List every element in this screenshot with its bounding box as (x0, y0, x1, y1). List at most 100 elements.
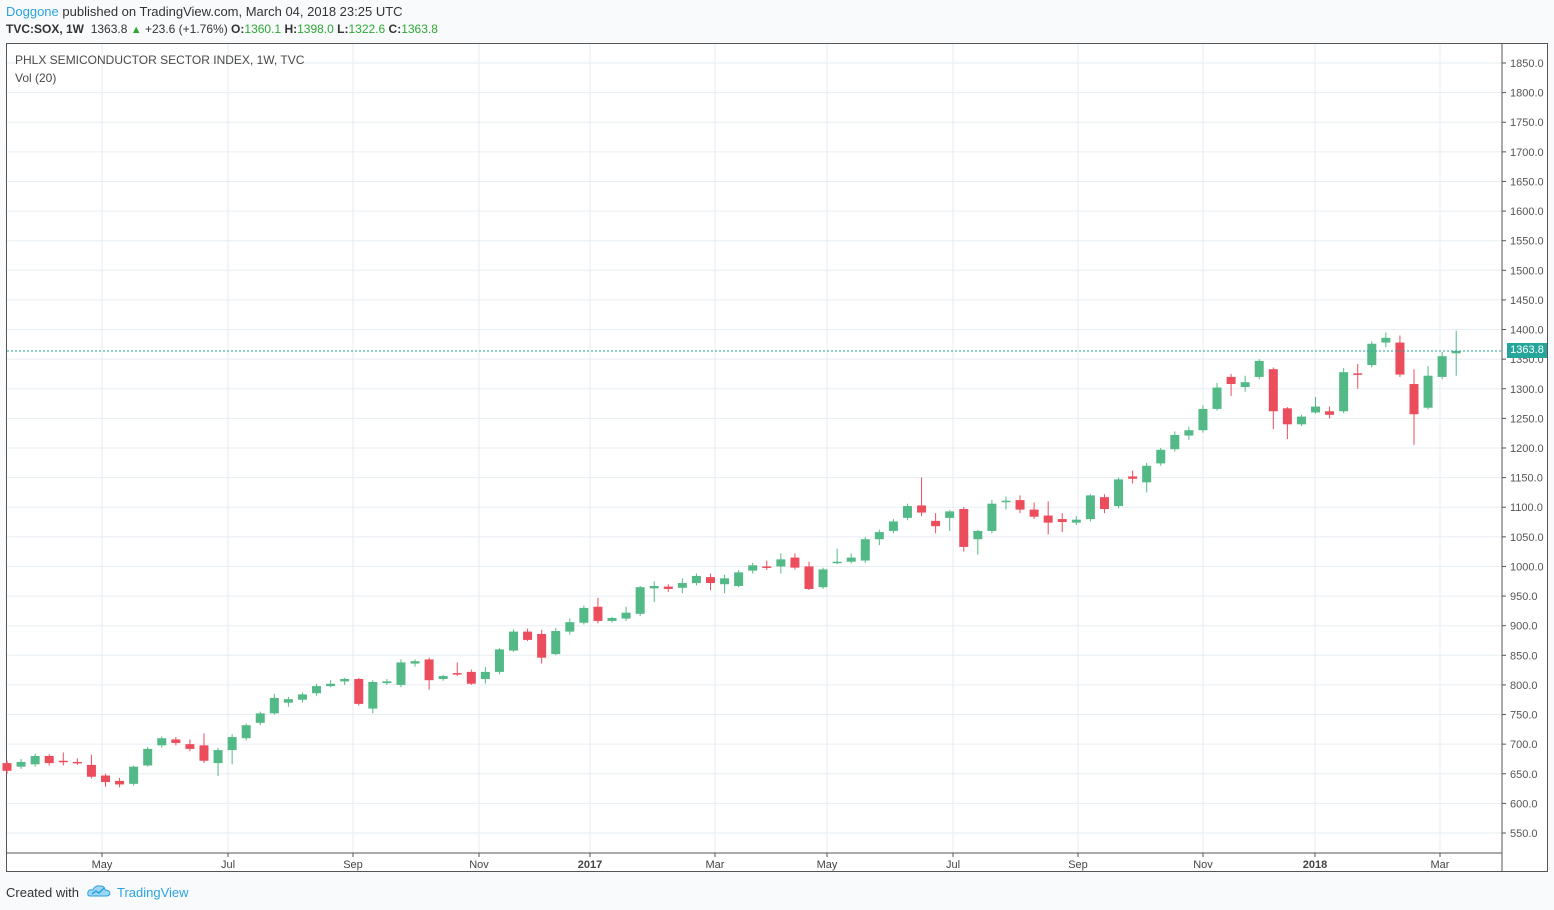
candle-body (523, 631, 533, 640)
candle-body (410, 661, 420, 664)
candle-body (551, 631, 561, 655)
candle-body (1114, 479, 1124, 507)
candle-body (790, 557, 800, 568)
candle-body (663, 586, 673, 589)
candle-body (1367, 343, 1377, 366)
y-tick-label: 1550.0 (1510, 236, 1544, 248)
candle-body (1071, 519, 1081, 523)
candle-body (1001, 500, 1011, 503)
high-label: H: (284, 22, 298, 36)
candle-body (1128, 476, 1138, 479)
candle-body (30, 756, 40, 765)
candle-body (931, 520, 941, 527)
candle-body (537, 633, 547, 658)
candle-body (748, 565, 758, 571)
candle-body (776, 559, 786, 567)
candle-body (607, 617, 617, 621)
candle-body (1282, 408, 1292, 425)
candle-body (888, 521, 898, 531)
candle-body (1353, 373, 1363, 375)
candle-body (860, 539, 870, 561)
x-tick-label: 2018 (1303, 859, 1327, 871)
tradingview-link[interactable]: TradingView (116, 885, 189, 900)
y-tick-label: 1100.0 (1510, 502, 1543, 514)
x-tick-label: Sep (343, 859, 363, 871)
candle-body (494, 649, 504, 672)
candle-body (1085, 495, 1095, 520)
candle-body (340, 679, 350, 682)
candle-body (1043, 515, 1053, 523)
candle-body (368, 681, 378, 709)
series-title: PHLX SEMICONDUCTOR SECTOR INDEX, 1W, TVC (15, 53, 305, 67)
published-text: published on TradingView.com, March 04, … (62, 4, 403, 19)
low-label: L: (337, 22, 349, 36)
y-tick-label: 600.0 (1510, 798, 1538, 810)
candle-body (1170, 434, 1180, 450)
candle-body (677, 583, 687, 588)
y-tick-label: 1700.0 (1510, 147, 1544, 159)
candle-body (354, 679, 364, 704)
y-tick-label: 1200.0 (1510, 443, 1544, 455)
y-tick-label: 1000.0 (1510, 561, 1544, 573)
price-change: +23.6 (+1.76%) (144, 22, 228, 36)
candle-body (804, 566, 814, 589)
candle-body (959, 509, 969, 547)
publish-info: Doggone published on TradingView.com, Ma… (6, 4, 403, 20)
candle-body (115, 780, 125, 785)
open-label: O: (231, 22, 245, 36)
last-price-tag: 1363.8 (1507, 343, 1547, 358)
candle-body (466, 671, 476, 684)
candle-body (1395, 342, 1405, 375)
candle-body (1381, 337, 1391, 343)
candle-body (720, 578, 730, 585)
x-tick-label: Jul (946, 859, 960, 871)
x-tick-label: Sep (1068, 859, 1088, 871)
high-value: 1398.0 (297, 22, 334, 36)
candle-body (241, 725, 251, 739)
candle-body (902, 506, 912, 518)
candle-body (635, 587, 645, 614)
candle-body (987, 503, 997, 531)
candle-body (973, 530, 983, 540)
symbol-label: TVC:SOX, 1W (6, 22, 85, 36)
y-tick-label: 950.0 (1510, 591, 1538, 603)
y-tick-label: 1150.0 (1510, 473, 1543, 485)
candle-body (1029, 509, 1039, 517)
candle-body (691, 575, 701, 584)
candle-body (283, 699, 293, 703)
y-tick-label: 550.0 (1510, 828, 1538, 840)
y-tick-label: 1250.0 (1510, 413, 1544, 425)
candle-body (593, 606, 603, 621)
y-tick-label: 900.0 (1510, 621, 1538, 633)
y-tick-label: 1300.0 (1510, 384, 1544, 396)
candle-body (269, 697, 279, 714)
x-tick-label: May (817, 859, 838, 871)
candle-body (1156, 449, 1166, 464)
x-tick-label: 2017 (578, 859, 602, 871)
author-link[interactable]: Doggone (6, 4, 59, 19)
x-tick-label: Nov (1193, 859, 1213, 871)
candle-body (227, 737, 237, 751)
y-tick-label: 1450.0 (1510, 295, 1544, 307)
candle-body (58, 760, 68, 763)
candle-body (129, 766, 139, 784)
candle-body (143, 748, 153, 766)
tradingview-cloud-icon (87, 884, 111, 901)
candle-body (1254, 360, 1264, 377)
created-with-text: Created with (6, 885, 79, 900)
y-tick-label: 1600.0 (1510, 206, 1544, 218)
candle-body (1099, 497, 1109, 510)
x-tick-label: Mar (1431, 859, 1450, 871)
x-tick-label: Nov (469, 859, 489, 871)
candle-body (1184, 430, 1194, 436)
candle-body (565, 622, 575, 632)
candle-body (846, 557, 856, 562)
open-value: 1360.1 (244, 22, 282, 36)
y-tick-label: 850.0 (1510, 650, 1538, 662)
candle-body (762, 566, 772, 568)
candle-body (86, 764, 96, 777)
candle-body (649, 586, 659, 589)
candle-body (917, 505, 927, 513)
candle-body (1212, 387, 1222, 409)
